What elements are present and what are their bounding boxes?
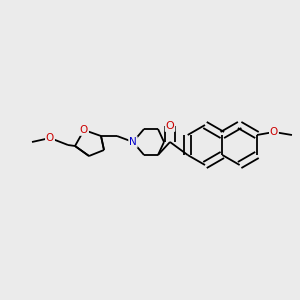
Text: O: O — [270, 127, 278, 137]
Text: O: O — [46, 133, 54, 143]
Text: N: N — [129, 137, 137, 147]
Text: O: O — [166, 121, 174, 131]
Text: O: O — [80, 125, 88, 135]
